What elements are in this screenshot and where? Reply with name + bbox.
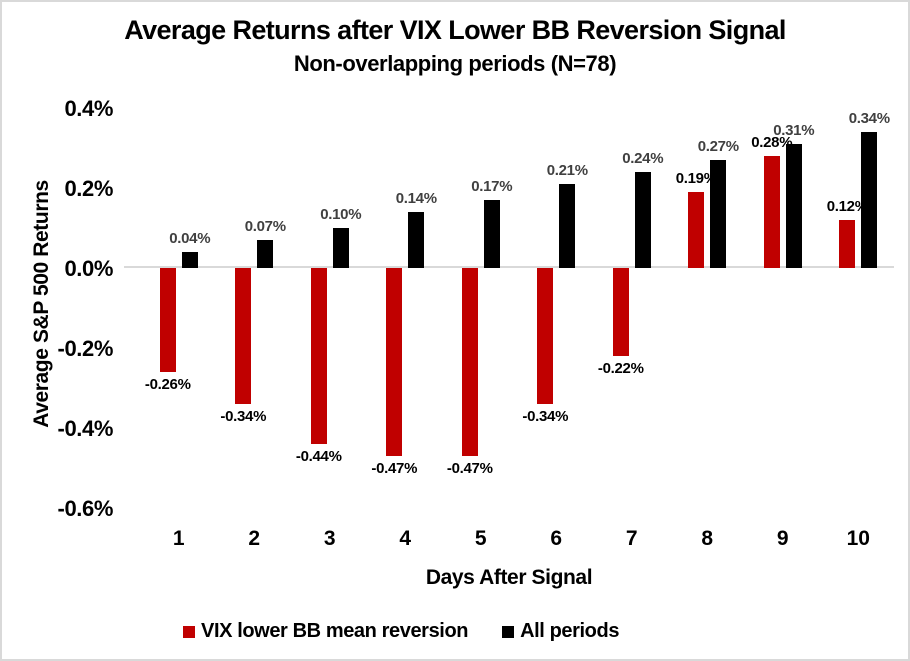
vix-bar-label-day-2: -0.34% — [220, 408, 267, 425]
x-tick-label: 7 — [625, 527, 638, 550]
legend-label-all-periods: All periods — [520, 620, 620, 642]
all-periods-bar-label-day-10: 0.34% — [848, 110, 890, 127]
x-tick-label: 8 — [701, 527, 714, 550]
x-tick-label: 5 — [474, 527, 487, 550]
all-periods-bar-day-5 — [483, 200, 500, 268]
all-periods-bar-label-day-9: 0.31% — [773, 122, 815, 139]
vix-bar-day-2 — [235, 268, 252, 404]
all-periods-bar-day-7 — [634, 172, 651, 268]
all-periods-bar-day-9 — [785, 144, 802, 268]
all-periods-bar-day-10 — [861, 132, 878, 268]
vix-bar-day-8 — [688, 192, 705, 268]
y-tick-label: 0.2% — [64, 176, 113, 201]
vix-bar-label-day-3: -0.44% — [295, 448, 342, 465]
vix-bar-label-day-4: -0.47% — [371, 460, 418, 477]
y-tick-label: -0.4% — [57, 416, 114, 441]
zero-gridline — [124, 266, 894, 268]
vix-bar-label-day-6: -0.34% — [522, 408, 569, 425]
all-periods-bar-label-day-3: 0.10% — [320, 206, 362, 223]
all-periods-bar-day-2 — [257, 240, 274, 268]
all-periods-bar-label-day-4: 0.14% — [395, 190, 437, 207]
vix-bar-day-3 — [310, 268, 327, 444]
legend-swatch-all-periods-icon — [502, 625, 515, 638]
all-periods-bar-label-day-8: 0.27% — [697, 138, 739, 155]
vix-bar-day-9 — [763, 156, 780, 268]
vix-bar-day-7 — [612, 268, 629, 356]
all-periods-bar-label-day-2: 0.07% — [244, 218, 286, 235]
vix-bar-day-1 — [159, 268, 176, 372]
x-tick-label: 10 — [846, 527, 870, 550]
legend-swatch-vix-icon — [183, 625, 195, 638]
chart-title: Average Returns after VIX Lower BB Rever… — [124, 15, 786, 45]
all-periods-bar-day-4 — [408, 212, 425, 268]
all-periods-bar-day-3 — [332, 228, 349, 268]
vix-bar-label-day-1: -0.26% — [144, 376, 191, 393]
vix-bar-label-day-7: -0.22% — [597, 360, 644, 377]
all-periods-bar-label-day-6: 0.21% — [546, 162, 588, 179]
vix-bar-label-day-8: 0.19% — [675, 170, 717, 187]
vix-bar-label-day-9: 0.28% — [751, 134, 793, 151]
y-tick-label: 0.0% — [64, 256, 113, 281]
legend-label-vix: VIX lower BB mean reversion — [201, 620, 469, 642]
x-tick-label: 3 — [323, 527, 336, 550]
all-periods-bar-label-day-5: 0.17% — [471, 178, 513, 195]
vix-bar-day-5 — [461, 268, 478, 456]
x-tick-label: 9 — [776, 527, 789, 550]
all-periods-bar-label-day-1: 0.04% — [169, 230, 211, 247]
y-tick-label: -0.6% — [57, 496, 114, 521]
vix-bar-label-day-10: 0.12% — [826, 198, 868, 215]
x-tick-label: 6 — [550, 527, 563, 550]
chart-subtitle: Non-overlapping periods (N=78) — [293, 51, 617, 76]
vix-bar-day-6 — [537, 268, 554, 404]
x-tick-label: 1 — [172, 527, 185, 550]
vix-bar-day-10 — [839, 220, 856, 268]
all-periods-bar-day-8 — [710, 160, 727, 268]
all-periods-bar-day-1 — [181, 252, 198, 268]
all-periods-bar-day-6 — [559, 184, 576, 268]
vix-bar-day-4 — [386, 268, 403, 456]
legend-item-vix: VIX lower BB mean reversion — [183, 620, 468, 643]
legend: VIX lower BB mean reversion All periods — [183, 620, 619, 643]
x-axis-title: Days After Signal — [425, 566, 593, 589]
x-tick-label: 2 — [248, 527, 261, 550]
y-tick-label: -0.2% — [57, 336, 114, 361]
vix-bar-label-day-5: -0.47% — [446, 460, 493, 477]
y-axis-title: Average S&P 500 Returns — [30, 180, 53, 428]
all-periods-bar-label-day-7: 0.24% — [622, 150, 664, 167]
legend-item-all-periods: All periods — [502, 620, 619, 643]
x-tick-label: 4 — [399, 527, 412, 550]
y-tick-label: 0.4% — [64, 96, 113, 121]
